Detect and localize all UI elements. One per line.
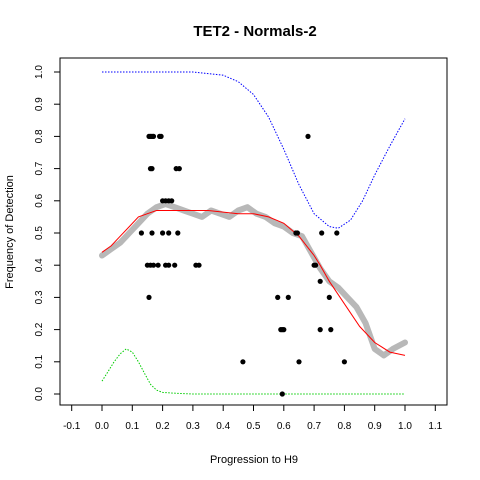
y-tick-label: 0.8 [34,129,45,143]
x-axis-label: Progression to H9 [210,454,298,466]
y-axis-label: Frequency of Detection [4,175,16,289]
fit-line [101,210,406,356]
data-point [169,198,175,204]
data-point [334,230,340,236]
x-tick-label: 0.8 [337,421,351,432]
data-point [146,294,152,300]
smoothed-band-line [99,201,408,359]
x-tick-label: -0.1 [63,421,81,432]
y-tick-label: 1.0 [34,65,45,79]
data-point [149,166,155,172]
x-tick-label: 0.5 [247,421,261,432]
y-tick-label: 0.0 [34,387,45,401]
lower-bound-line [101,348,405,395]
data-point [328,327,334,333]
x-tick-label: 0.6 [277,421,291,432]
data-point [175,230,181,236]
data-point [150,262,157,268]
series-layer [99,71,408,397]
data-point [317,327,323,333]
x-tick-label: 0.0 [95,421,109,432]
data-point [279,391,285,397]
data-point [158,133,164,139]
x-tick-label: 0.9 [368,421,382,432]
y-tick-label: 0.2 [34,322,45,336]
y-axis: 0.0 0.1 0.2 0.3 0.4 0.5 0.6 0.7 0.8 0.9 1.0 [34,65,60,401]
upper-bound-line [102,71,406,229]
x-tick-label: 0.2 [156,421,170,432]
y-tick-label: 0.9 [34,97,45,111]
x-tick-label: 1.0 [398,421,412,432]
data-point [294,230,300,236]
data-point [155,262,161,268]
x-tick-label: 0.7 [307,421,321,432]
y-tick-label: 0.3 [34,290,45,304]
data-point [326,294,332,300]
chart-title: TET2 - Normals-2 [193,23,316,40]
x-tick-label: 0.1 [125,421,139,432]
data-point [160,230,166,236]
data-point [149,230,155,236]
y-tick-label: 0.5 [34,226,45,240]
data-point [138,230,144,236]
data-point [319,230,325,236]
x-tick-label: 0.4 [216,421,230,432]
data-point [172,262,178,268]
data-point [240,359,246,365]
data-point [285,294,291,300]
data-point [305,133,311,139]
data-point [317,278,323,284]
y-tick-label: 0.7 [34,161,45,175]
y-tick-label: 0.4 [34,258,45,272]
x-tick-label: 1.1 [428,421,442,432]
x-tick-label: 0.3 [186,421,200,432]
y-tick-label: 0.6 [34,193,45,207]
data-point [166,262,172,268]
data-point [166,230,172,236]
x-axis: -0.1 0.0 0.1 0.2 0.3 0.4 0.5 0.6 0.7 0.8 0.9 1.0 1.1 [63,405,443,432]
y-tick-label: 0.1 [34,354,45,368]
data-point [313,262,319,268]
data-point [341,359,347,365]
data-point [176,166,182,172]
data-point [196,262,202,268]
data-point [150,133,157,139]
data-point [296,359,302,365]
data-point [281,327,287,333]
data-point [275,294,281,300]
